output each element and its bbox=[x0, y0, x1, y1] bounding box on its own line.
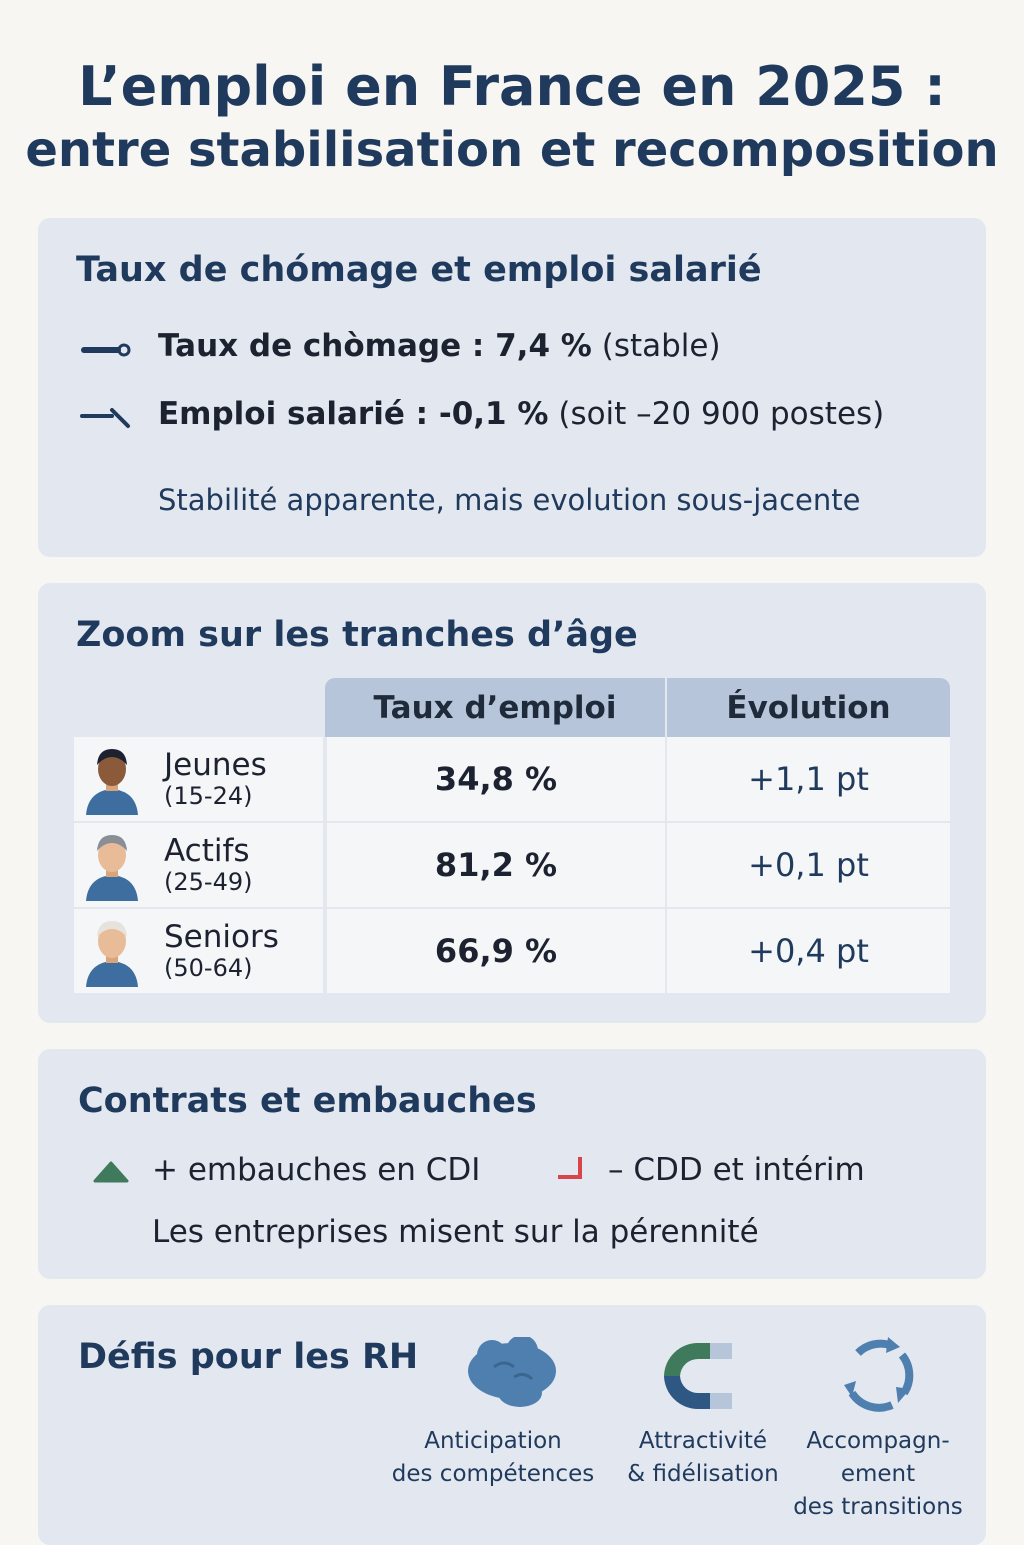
table-row-group: Seniors (50-64) bbox=[74, 909, 323, 993]
challenge-label: des transitions bbox=[793, 1494, 963, 1520]
section-heading: Défis pour les RH bbox=[78, 1337, 419, 1377]
contracts-card: Contrats et embauches + embauches en CDI… bbox=[38, 1049, 986, 1279]
person-avatar-icon bbox=[86, 749, 138, 815]
group-range: (15-24) bbox=[164, 782, 253, 810]
change-cell: +0,4 pt bbox=[667, 909, 950, 993]
triangle-up-icon bbox=[93, 1161, 129, 1183]
summary-text: Les entreprises misent sur la pérennité bbox=[152, 1214, 759, 1250]
section-heading: Taux de chómage et emploi salarié bbox=[76, 250, 762, 290]
unemployment-note: (stable) bbox=[601, 328, 721, 364]
unemployment-label: Taux de chòmage : 7,4 % bbox=[158, 328, 592, 364]
hr-challenges-card: Défis pour les RH Anticipation des compét… bbox=[38, 1305, 986, 1545]
page-title: L’emploi en France en 2025 : bbox=[78, 55, 946, 118]
page-subtitle: entre stabilisation et recomposition bbox=[25, 122, 999, 178]
column-header-rate: Taux d’emploi bbox=[325, 678, 665, 737]
unemployment-rate: Taux de chòmage : 7,4 % (stable) bbox=[158, 328, 721, 364]
employment-change: Emploi salarié : -0,1 % (soit –20 900 po… bbox=[158, 396, 884, 432]
challenge-label: Accompagn- bbox=[806, 1428, 950, 1454]
group-name: Jeunes bbox=[164, 747, 267, 783]
challenge-label: ement bbox=[840, 1461, 916, 1487]
slight-decline-icon bbox=[80, 408, 130, 428]
cycle-arrows-icon bbox=[844, 1337, 914, 1412]
challenge-label: Attractivité bbox=[638, 1428, 768, 1454]
person-avatar-icon bbox=[86, 835, 138, 901]
challenge-attractivity: Attractivité & fidélisation bbox=[613, 1425, 793, 1491]
employment-label: Emploi salarié : -0,1 % bbox=[158, 396, 549, 432]
section-heading: Zoom sur les tranches d’âge bbox=[76, 615, 638, 655]
person-avatar-icon bbox=[86, 921, 138, 987]
group-range: (25-49) bbox=[164, 868, 253, 896]
magnet-icon bbox=[664, 1343, 732, 1409]
employment-rate-cell: 34,8 % bbox=[327, 737, 665, 821]
employment-rate-cell: 66,9 % bbox=[327, 909, 665, 993]
summary-text: Stabilité apparente, mais evolution sous… bbox=[158, 483, 861, 517]
challenge-label: des compétences bbox=[391, 1461, 595, 1487]
challenge-anticipation: Anticipation des compétences bbox=[368, 1425, 618, 1491]
employment-rate-cell: 81,2 % bbox=[327, 823, 665, 907]
stable-line-icon bbox=[81, 343, 131, 357]
unemployment-card: Taux de chómage et emploi salarié Taux d… bbox=[38, 218, 986, 557]
challenge-label: Anticipation bbox=[424, 1428, 562, 1454]
decline-corner-icon bbox=[558, 1157, 582, 1179]
cdd-text: – CDD et intérim bbox=[608, 1152, 865, 1188]
age-groups-card: Zoom sur les tranches d’âge Taux d’emplo… bbox=[38, 583, 986, 1023]
change-cell: +0,1 pt bbox=[667, 823, 950, 907]
employment-note: (soit –20 900 postes) bbox=[558, 396, 885, 432]
table-row-group: Jeunes (15-24) bbox=[74, 737, 323, 821]
table-row-group: Actifs (25-49) bbox=[74, 823, 323, 907]
change-cell: +1,1 pt bbox=[667, 737, 950, 821]
group-range: (50-64) bbox=[164, 954, 253, 982]
column-header-change: Évolution bbox=[667, 678, 950, 737]
challenge-transitions: Accompagn-ement des transitions bbox=[778, 1425, 978, 1524]
challenge-label: & fidélisation bbox=[627, 1461, 779, 1487]
cdi-text: + embauches en CDI bbox=[152, 1152, 481, 1188]
group-name: Actifs bbox=[164, 833, 250, 869]
brain-icon bbox=[468, 1337, 556, 1407]
section-heading: Contrats et embauches bbox=[78, 1081, 537, 1121]
group-name: Seniors bbox=[164, 919, 279, 955]
